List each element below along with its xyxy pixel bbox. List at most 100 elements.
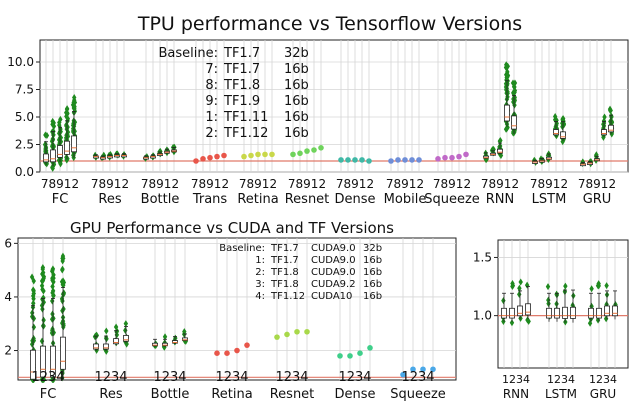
- group-label: Bottle: [141, 192, 180, 207]
- outlier-diamond: [39, 375, 45, 383]
- gpu-legend-cuda-4: CUDA10: [311, 291, 352, 302]
- outlier-diamond: [40, 295, 45, 303]
- outlier-diamond: [50, 120, 55, 128]
- outlier-diamond: [61, 254, 66, 262]
- version-tick-label: 78912: [481, 177, 519, 191]
- outlier-diamond: [56, 156, 62, 164]
- data-point: [416, 157, 422, 163]
- data-point: [400, 371, 406, 378]
- data-point: [193, 158, 199, 164]
- tpu-legend-precision-0: 32b: [284, 46, 309, 61]
- data-point: [345, 157, 351, 163]
- outlier-diamond: [72, 103, 77, 111]
- outlier-diamond: [563, 282, 568, 290]
- version-tick-label: 78912: [41, 177, 79, 191]
- version-tick-label: 1234: [589, 373, 617, 386]
- box: [509, 307, 515, 319]
- data-point: [207, 154, 213, 161]
- y-tick-label: 10.0: [7, 55, 34, 69]
- version-tick-label: 1234: [94, 370, 127, 385]
- outlier-diamond: [61, 289, 67, 297]
- tpu-legend-version-4: TF1.11: [223, 110, 268, 125]
- outlier-diamond: [60, 307, 65, 315]
- data-point: [367, 345, 373, 351]
- box: [554, 307, 560, 319]
- y-tick-label: 1.5: [473, 250, 492, 264]
- version-tick-label: 78912: [386, 177, 424, 191]
- box: [40, 345, 46, 378]
- tpu-legend-precision-5: 16b: [284, 126, 309, 141]
- outlier-diamond: [504, 89, 509, 97]
- outlier-diamond: [613, 301, 618, 309]
- outlier-diamond: [512, 126, 517, 134]
- box: [93, 343, 99, 350]
- outlier-diamond: [39, 301, 45, 309]
- outlier-diamond: [60, 277, 66, 285]
- group-label: FC: [40, 387, 57, 402]
- data-point: [294, 328, 300, 335]
- data-point: [304, 328, 310, 335]
- data-point: [262, 151, 268, 158]
- version-tick-label: 1234: [547, 373, 575, 386]
- group-label: LSTM: [532, 192, 567, 207]
- group-label: Squeeze: [424, 192, 480, 207]
- gpu-legend-key-2: 2:: [255, 267, 265, 278]
- outlier-diamond: [545, 151, 551, 159]
- data-point: [255, 151, 261, 158]
- outlier-diamond: [510, 283, 515, 291]
- version-tick-label: 78912: [530, 177, 568, 191]
- tpu-legend-version-2: TF1.8: [223, 78, 260, 93]
- gpu-legend: Baseline: TF1.7 CUDA9.0 32b 1: TF1.7 CUD…: [219, 243, 382, 302]
- outlier-diamond: [31, 337, 37, 345]
- outlier-diamond: [50, 282, 55, 290]
- data-point: [456, 153, 462, 160]
- outlier-diamond: [114, 328, 119, 336]
- outlier-diamond: [61, 305, 66, 313]
- box: [546, 156, 552, 160]
- outlier-diamond: [50, 375, 55, 383]
- outlier-diamond: [594, 154, 599, 162]
- version-tick-label: 1234: [215, 370, 248, 385]
- data-point: [224, 350, 230, 357]
- outlier-diamond: [31, 290, 36, 298]
- data-point: [388, 158, 394, 164]
- outlier-diamond: [60, 374, 65, 382]
- outlier-diamond: [490, 146, 495, 154]
- box: [152, 342, 158, 347]
- group-label: Mobile: [384, 192, 427, 207]
- group-label: Resnet: [270, 387, 315, 402]
- outlier-diamond: [509, 319, 515, 327]
- group-label: Resnet: [285, 192, 330, 207]
- gpu-legend-precision-1: 16b: [363, 255, 382, 266]
- outlier-diamond: [71, 98, 76, 106]
- box: [596, 307, 602, 319]
- outlier-diamond: [41, 316, 46, 324]
- data-point: [449, 154, 455, 161]
- box: [608, 124, 614, 133]
- data-point: [395, 157, 401, 163]
- outlier-diamond: [72, 94, 77, 102]
- tpu-legend-precision-2: 16b: [284, 78, 309, 93]
- outlier-diamond: [512, 79, 518, 87]
- box: [562, 306, 568, 319]
- tpu-legend-version-0: TF1.7: [223, 46, 260, 61]
- y-tick-label: 1.0: [473, 309, 492, 323]
- group-label: Retina: [211, 387, 252, 402]
- tpu-legend-key-0: Baseline:: [159, 46, 219, 61]
- box: [60, 336, 66, 370]
- version-tick-label: 78912: [336, 177, 374, 191]
- data-point: [442, 154, 448, 161]
- box: [103, 343, 109, 350]
- tpu-legend-version-5: TF1.12: [223, 126, 268, 141]
- group-label: Dense: [334, 387, 375, 402]
- outlier-diamond: [60, 281, 66, 289]
- gpu-legend-key-0: Baseline:: [219, 243, 265, 254]
- tpu-legend-version-1: TF1.7: [223, 62, 260, 77]
- y-tick-label: 4: [4, 290, 12, 304]
- box: [570, 306, 576, 319]
- outlier-diamond: [518, 278, 523, 286]
- group-label: GRU: [590, 387, 616, 401]
- outlier-diamond: [512, 88, 517, 96]
- outlier-diamond: [64, 109, 69, 117]
- data-point: [214, 350, 220, 357]
